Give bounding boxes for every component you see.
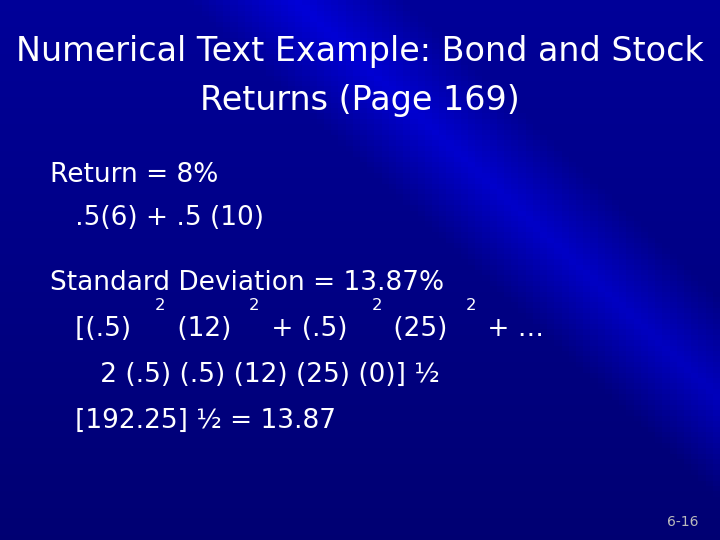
Text: (25): (25) [385,316,448,342]
Text: + …: + … [480,316,544,342]
Text: 2: 2 [372,298,382,313]
Text: (12): (12) [168,316,231,342]
Text: + (.5): + (.5) [263,316,347,342]
Text: Return = 8%: Return = 8% [50,162,219,188]
Text: [(.5): [(.5) [50,316,132,342]
Text: 2: 2 [155,298,166,313]
Text: Numerical Text Example: Bond and Stock: Numerical Text Example: Bond and Stock [16,35,704,68]
Text: [192.25] ½ = 13.87: [192.25] ½ = 13.87 [50,408,336,434]
Text: 6-16: 6-16 [667,515,698,529]
Text: 2 (.5) (.5) (12) (25) (0)] ½: 2 (.5) (.5) (12) (25) (0)] ½ [50,362,440,388]
Text: 2: 2 [466,298,476,313]
Text: 2: 2 [249,298,260,313]
Text: Returns (Page 169): Returns (Page 169) [200,84,520,117]
Text: .5(6) + .5 (10): .5(6) + .5 (10) [50,205,264,231]
Text: Standard Deviation = 13.87%: Standard Deviation = 13.87% [50,270,444,296]
